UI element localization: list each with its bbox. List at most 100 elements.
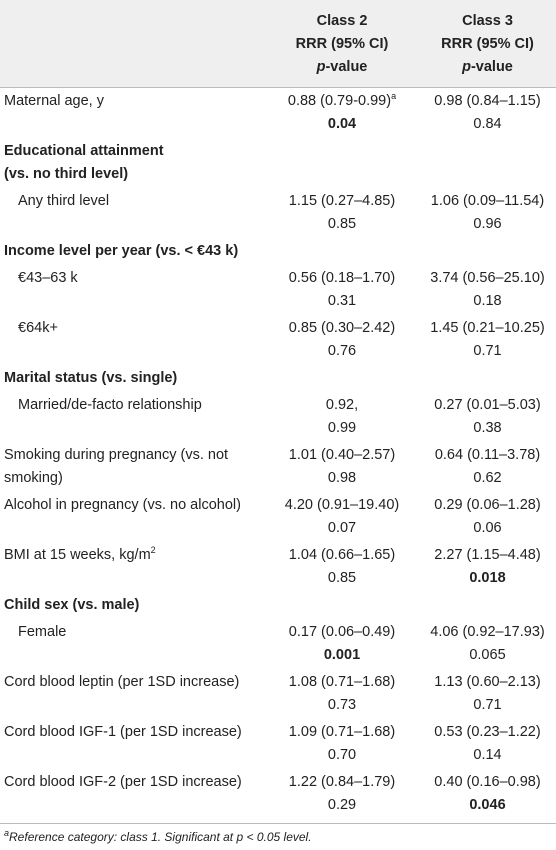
value-cell: 0.29 (0.06–1.28) 0.06 bbox=[419, 492, 556, 542]
p-value: 0.29 bbox=[327, 797, 357, 813]
value-cell: 0.88 (0.79-0.99)a 0.04 bbox=[265, 88, 419, 139]
p-value: 0.07 bbox=[327, 520, 357, 536]
p-value: 0.001 bbox=[323, 647, 361, 663]
data-row: €64k+ 0.85 (0.30–2.42) 0.76 1.45 (0.21–10.2… bbox=[0, 315, 556, 365]
label-text: Alcohol in pregnancy (vs. no alcohol) bbox=[4, 497, 241, 513]
value-cell: 1.08 (0.71–1.68) 0.73 bbox=[265, 669, 419, 719]
label-text: Cord blood IGF-2 (per 1SD increase) bbox=[4, 774, 242, 790]
value-cell: 1.01 (0.40–2.57) 0.98 bbox=[265, 442, 419, 492]
p-line: 0.018 bbox=[425, 567, 550, 590]
estimate-line: 0.98 (0.84–1.15) bbox=[425, 90, 550, 113]
p-value: 0.98 bbox=[327, 470, 357, 486]
estimate-line: 0.17 (0.06–0.49) bbox=[271, 621, 413, 644]
p-value: 0.73 bbox=[327, 697, 357, 713]
header-row: Class 2 RRR (95% CI) p-value Class 3 RRR (95… bbox=[0, 0, 556, 88]
header-line: RRR (95% CI) bbox=[295, 36, 389, 52]
row-label: €43–63 k bbox=[0, 265, 265, 315]
row-label: €64k+ bbox=[0, 315, 265, 365]
data-row: Female 0.17 (0.06–0.49) 0.001 4.06 (0.92–17… bbox=[0, 619, 556, 669]
estimate: 0.29 (0.06–1.28) bbox=[434, 497, 541, 513]
estimate: 1.09 (0.71–1.68) bbox=[288, 724, 396, 740]
p-line: 0.84 bbox=[425, 113, 550, 136]
section-row: Income level per year (vs. < €43 k) bbox=[0, 238, 556, 265]
estimate-line: 1.13 (0.60–2.13) bbox=[425, 671, 550, 694]
p-line: 0.38 bbox=[425, 417, 550, 440]
estimate-line: 0.27 (0.01–5.03) bbox=[425, 394, 550, 417]
estimate-line: 1.01 (0.40–2.57) bbox=[271, 444, 413, 467]
estimate-line: 1.06 (0.09–11.54) bbox=[425, 190, 550, 213]
label-text: BMI at 15 weeks, kg/m bbox=[4, 547, 151, 563]
value-cell: 0.56 (0.18–1.70) 0.31 bbox=[265, 265, 419, 315]
data-row: BMI at 15 weeks, kg/m2 1.04 (0.66–1.65) 0.… bbox=[0, 542, 556, 592]
value-cell: 1.45 (0.21–10.25) 0.71 bbox=[419, 315, 556, 365]
p-value: 0.04 bbox=[327, 116, 357, 132]
estimate-line: 1.04 (0.66–1.65) bbox=[271, 544, 413, 567]
estimate: 0.92, bbox=[325, 397, 359, 413]
estimate-sup: a bbox=[391, 91, 397, 102]
value-cell: 4.20 (0.91–19.40) 0.07 bbox=[265, 492, 419, 542]
p-line: 0.18 bbox=[425, 290, 550, 313]
value-cell: 0.64 (0.11–3.78) 0.62 bbox=[419, 442, 556, 492]
estimate-line: 0.64 (0.11–3.78) bbox=[425, 444, 550, 467]
data-row: Any third level 1.15 (0.27–4.85) 0.85 1.06 … bbox=[0, 188, 556, 238]
section-label: Child sex (vs. male) bbox=[0, 592, 556, 619]
header-cell: Class 3 RRR (95% CI) p-value bbox=[419, 0, 556, 88]
data-row: Cord blood IGF-2 (per 1SD increase) 1.22 … bbox=[0, 769, 556, 824]
p-value: 0.18 bbox=[473, 293, 502, 309]
value-cell: 3.74 (0.56–25.10) 0.18 bbox=[419, 265, 556, 315]
label-text: €64k+ bbox=[18, 320, 58, 336]
label-text: Cord blood leptin (per 1SD increase) bbox=[4, 674, 240, 690]
value-cell: 0.85 (0.30–2.42) 0.76 bbox=[265, 315, 419, 365]
section-line: Educational attainment bbox=[4, 143, 164, 159]
estimate: 1.01 (0.40–2.57) bbox=[288, 447, 396, 463]
p-line: 0.046 bbox=[425, 794, 550, 817]
p-line: 0.04 bbox=[271, 113, 413, 136]
row-label: Cord blood IGF-1 (per 1SD increase) bbox=[0, 719, 265, 769]
header-p-rest: -value bbox=[325, 59, 368, 75]
row-label: BMI at 15 weeks, kg/m2 bbox=[0, 542, 265, 592]
estimate: 0.85 (0.30–2.42) bbox=[288, 320, 396, 336]
p-value: 0.38 bbox=[473, 420, 502, 436]
p-value: 0.046 bbox=[469, 797, 506, 813]
estimate: 0.17 (0.06–0.49) bbox=[288, 624, 396, 640]
p-value: 0.85 bbox=[327, 216, 357, 232]
row-label: Alcohol in pregnancy (vs. no alcohol) bbox=[0, 492, 265, 542]
row-label: Female bbox=[0, 619, 265, 669]
data-row: Married/de-facto relationship 0.92, 0.99 0.… bbox=[0, 392, 556, 442]
value-cell: 0.53 (0.23–1.22) 0.14 bbox=[419, 719, 556, 769]
results-table: Class 2 RRR (95% CI) p-value Class 3 RRR (95… bbox=[0, 0, 556, 824]
estimate-line: 3.74 (0.56–25.10) bbox=[425, 267, 550, 290]
estimate-line: 1.08 (0.71–1.68) bbox=[271, 671, 413, 694]
label-text: Female bbox=[18, 624, 67, 640]
row-label: Smoking during pregnancy (vs. not smokin… bbox=[0, 442, 265, 492]
label-text: Maternal age, y bbox=[4, 93, 104, 109]
value-cell: 0.17 (0.06–0.49) 0.001 bbox=[265, 619, 419, 669]
p-value: 0.84 bbox=[473, 116, 502, 132]
data-row: Maternal age, y 0.88 (0.79-0.99)a 0.04 0.98… bbox=[0, 88, 556, 139]
p-line: 0.98 bbox=[271, 467, 413, 490]
data-row: Cord blood leptin (per 1SD increase) 1.08… bbox=[0, 669, 556, 719]
estimate: 0.56 (0.18–1.70) bbox=[288, 270, 396, 286]
label-sup: 2 bbox=[150, 545, 156, 556]
header-p: p bbox=[316, 59, 326, 75]
p-value: 0.71 bbox=[473, 343, 502, 359]
p-value: 0.06 bbox=[473, 520, 502, 536]
row-label: Cord blood leptin (per 1SD increase) bbox=[0, 669, 265, 719]
header-line: Class 3 bbox=[462, 13, 513, 29]
section-row: Child sex (vs. male) bbox=[0, 592, 556, 619]
p-value: 0.70 bbox=[327, 747, 357, 763]
p-line: 0.73 bbox=[271, 694, 413, 717]
p-line: 0.71 bbox=[425, 694, 550, 717]
estimate-line: 0.53 (0.23–1.22) bbox=[425, 721, 550, 744]
section-line: Child sex (vs. male) bbox=[4, 597, 140, 613]
p-line: 0.96 bbox=[425, 213, 550, 236]
value-cell: 1.15 (0.27–4.85) 0.85 bbox=[265, 188, 419, 238]
header-line: RRR (95% CI) bbox=[441, 36, 534, 52]
estimate: 4.06 (0.92–17.93) bbox=[430, 624, 545, 640]
estimate: 0.53 (0.23–1.22) bbox=[434, 724, 541, 740]
estimate: 0.27 (0.01–5.03) bbox=[434, 397, 541, 413]
footnote-p: p bbox=[236, 830, 244, 844]
estimate: 0.98 (0.84–1.15) bbox=[434, 93, 541, 109]
estimate-line: 0.29 (0.06–1.28) bbox=[425, 494, 550, 517]
estimate: 1.13 (0.60–2.13) bbox=[434, 674, 541, 690]
